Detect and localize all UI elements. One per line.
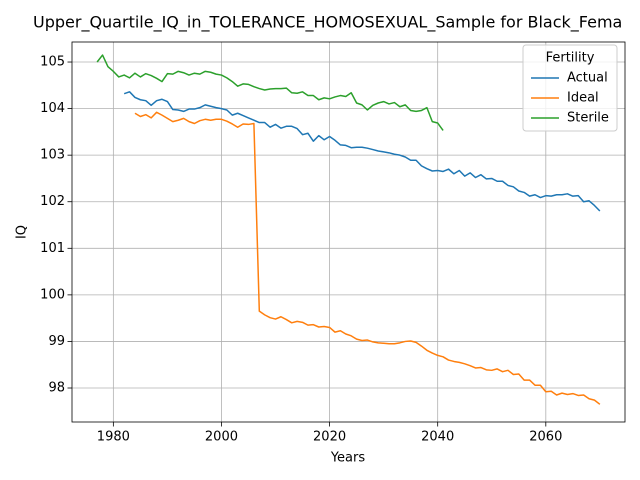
- legend-label: Ideal: [567, 91, 599, 106]
- x-tick-label: 2060: [529, 430, 562, 445]
- legend: Fertility Actual Ideal Sterile: [522, 44, 618, 132]
- y-tick-label: 98: [48, 381, 65, 396]
- y-axis-label: IQ: [15, 225, 30, 239]
- x-tick-label: 2000: [205, 430, 238, 445]
- y-tick-label: 100: [40, 287, 65, 302]
- line-series: [123, 91, 601, 212]
- chart-title: Upper_Quartile_IQ_in_TOLERANCE_HOMOSEXUA…: [33, 13, 622, 33]
- legend-label: Actual: [567, 71, 608, 86]
- legend-title: Fertility: [546, 51, 595, 66]
- y-tick-label: 101: [40, 241, 65, 256]
- x-axis-label: Years: [330, 451, 366, 466]
- line-series: [134, 111, 601, 405]
- x-tick-label: 1980: [97, 430, 130, 445]
- y-tick-label: 102: [40, 194, 65, 209]
- y-tick-label: 99: [48, 334, 65, 349]
- legend-label: Sterile: [567, 111, 609, 126]
- line-series: [96, 54, 444, 131]
- x-tick-label: 2040: [421, 430, 454, 445]
- y-tick-label: 103: [40, 148, 65, 163]
- y-tick-label: 105: [40, 55, 65, 70]
- plot-frame: [71, 41, 626, 423]
- legend-box: [522, 44, 618, 132]
- x-tick-label: 2020: [313, 430, 346, 445]
- y-tick-label: 104: [40, 101, 65, 116]
